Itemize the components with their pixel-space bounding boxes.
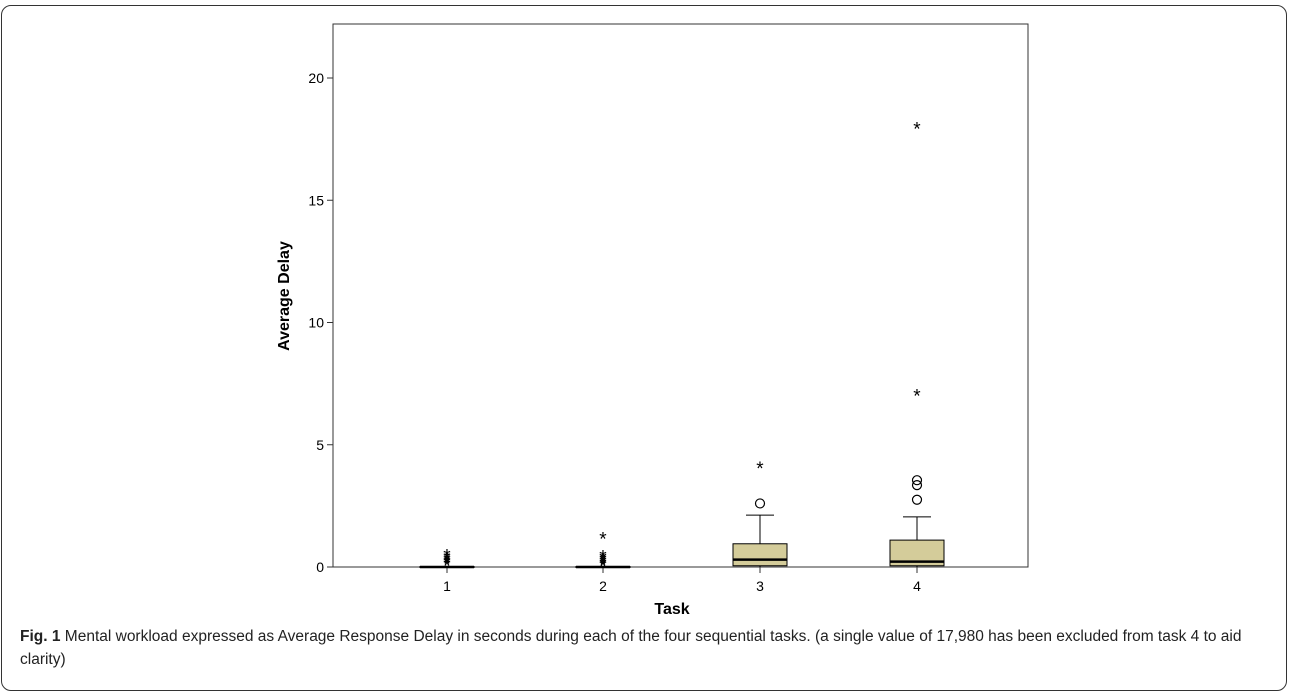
box-group-3: * xyxy=(732,459,788,567)
extreme-point-3: * xyxy=(443,551,451,572)
extreme-point-1: * xyxy=(443,555,451,576)
x-tick-label-0: 1 xyxy=(443,578,451,594)
extreme-point-6: * xyxy=(599,530,607,551)
extreme-point-0: * xyxy=(599,557,607,578)
boxes: **************** xyxy=(419,119,945,578)
y-tick-label-0: 0 xyxy=(316,559,324,575)
extreme-point-5: * xyxy=(599,548,607,569)
x-tick-label-3: 4 xyxy=(913,578,921,594)
box-iqr xyxy=(732,543,788,567)
box-group-1: ****** xyxy=(419,546,475,578)
figure-frame xyxy=(1,5,1287,691)
outlier-point-1 xyxy=(911,479,923,491)
y-tick-label-3: 15 xyxy=(308,192,324,208)
extreme-point-2: * xyxy=(443,553,451,574)
outlier-point-0 xyxy=(911,494,923,505)
caption-label: Fig. 1 xyxy=(20,628,61,645)
y-tick-label-2: 10 xyxy=(308,315,324,331)
extreme-point-1: * xyxy=(599,555,607,576)
outlier-point-2 xyxy=(911,475,923,486)
extreme-point-2: * xyxy=(599,554,607,575)
caption-text: Mental workload expressed as Average Res… xyxy=(20,628,1242,668)
x-tick-label-1: 2 xyxy=(599,578,607,594)
x-axis-label: Task xyxy=(654,601,689,618)
figure-caption: Fig. 1 Mental workload expressed as Aver… xyxy=(20,625,1270,671)
y-axis-label: Average Delay xyxy=(276,241,293,351)
extreme-point-3: * xyxy=(599,552,607,573)
extreme-point-0: * xyxy=(913,387,921,408)
y-axis: 0 5 10 15 20 xyxy=(308,70,333,575)
extreme-point-1: * xyxy=(913,119,921,140)
outlier-point-0 xyxy=(754,498,766,509)
extreme-point-0: * xyxy=(756,459,764,480)
x-tick-label-2: 3 xyxy=(756,578,764,594)
extreme-point-4: * xyxy=(599,550,607,571)
extreme-point-0: * xyxy=(443,557,451,578)
box-group-2: ******* xyxy=(575,530,631,578)
box-group-4: ** xyxy=(889,119,945,567)
y-tick-label-4: 20 xyxy=(308,70,324,86)
x-axis: 1 2 3 4 xyxy=(443,567,921,594)
extreme-point-5: * xyxy=(443,546,451,567)
extreme-point-4: * xyxy=(443,549,451,570)
y-tick-label-1: 5 xyxy=(316,437,324,453)
plot-area xyxy=(332,23,1029,568)
